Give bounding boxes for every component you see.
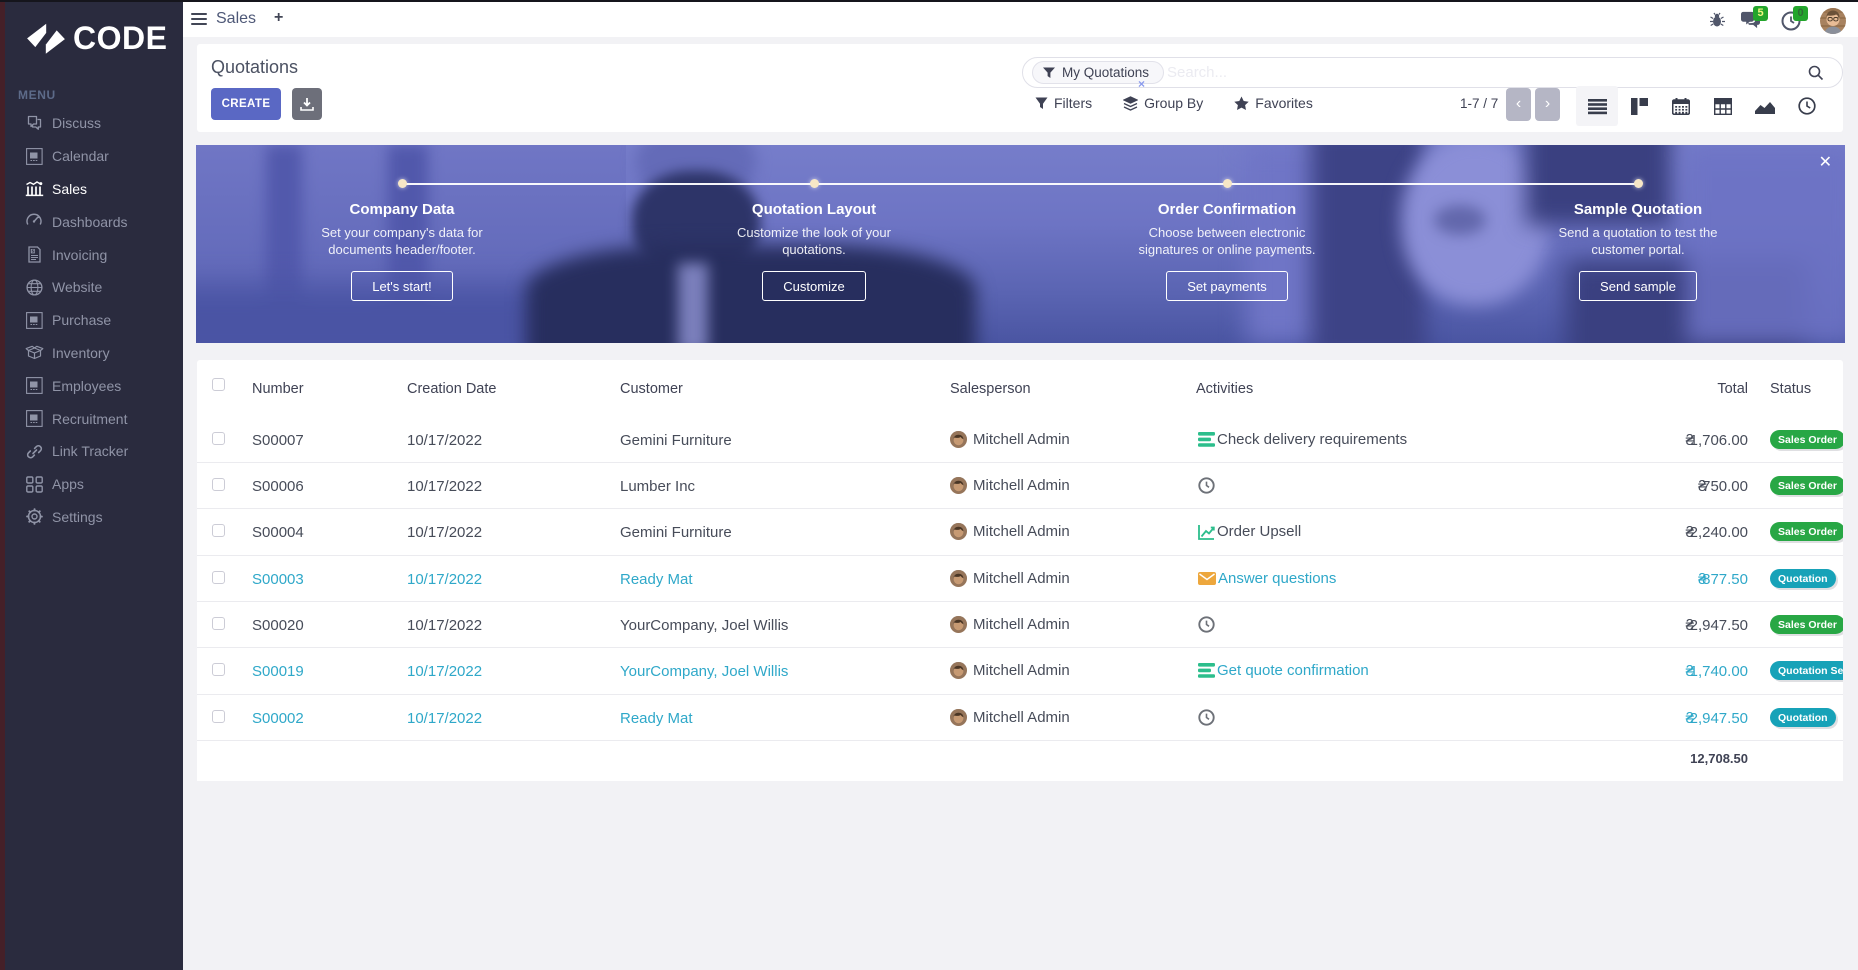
svg-text:$: $ [32, 249, 35, 254]
